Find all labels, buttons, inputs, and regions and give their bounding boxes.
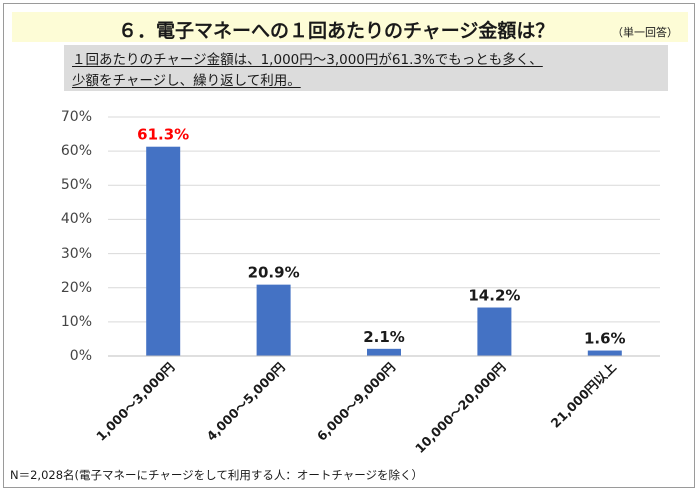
summary-line-2: 少額をチャージし、繰り返して利用。	[72, 73, 301, 89]
x-category-label: 10,000～20,000円	[412, 360, 509, 457]
y-tick-label: 40%	[60, 211, 92, 228]
x-category-label: 4,000～5,000円	[204, 360, 288, 444]
data-label: 14.2%	[468, 287, 520, 305]
page-title: ６．電子マネーへの１回あたりのチャージ金額は？	[118, 20, 555, 42]
summary-line-1: １回あたりのチャージ金額は、1,000円～3,000円が61.3%でもっとも多く…	[72, 52, 543, 68]
y-tick-label: 10%	[60, 313, 92, 330]
y-tick-label: 60%	[60, 143, 92, 160]
answer-type-note: （単一回答）	[612, 26, 678, 39]
y-tick-label: 20%	[60, 279, 92, 296]
x-category-label: 21,000円以上	[548, 359, 620, 431]
data-label: 2.1%	[363, 328, 405, 346]
y-tick-label: 0%	[69, 348, 92, 364]
x-category-label: 1,000～3,000円	[93, 360, 177, 444]
slide-frame	[3, 3, 695, 488]
data-label: 1.6%	[584, 330, 626, 348]
bar	[587, 350, 622, 356]
bar	[477, 307, 512, 356]
y-tick-label: 70%	[60, 109, 92, 125]
bar	[256, 284, 291, 356]
y-tick-label: 30%	[60, 245, 92, 262]
data-label: 61.3%	[137, 126, 189, 144]
bar	[367, 348, 401, 356]
bar	[146, 146, 181, 356]
summary-box	[64, 45, 668, 91]
x-category-label: 6,000～9,000円	[314, 360, 398, 444]
y-tick-label: 50%	[60, 177, 92, 194]
title-band	[12, 12, 688, 42]
data-label: 20.9%	[248, 264, 300, 282]
footnote: N＝2,028名(電子マネーにチャージをして利用する人：オートチャージを除く）	[10, 468, 423, 482]
